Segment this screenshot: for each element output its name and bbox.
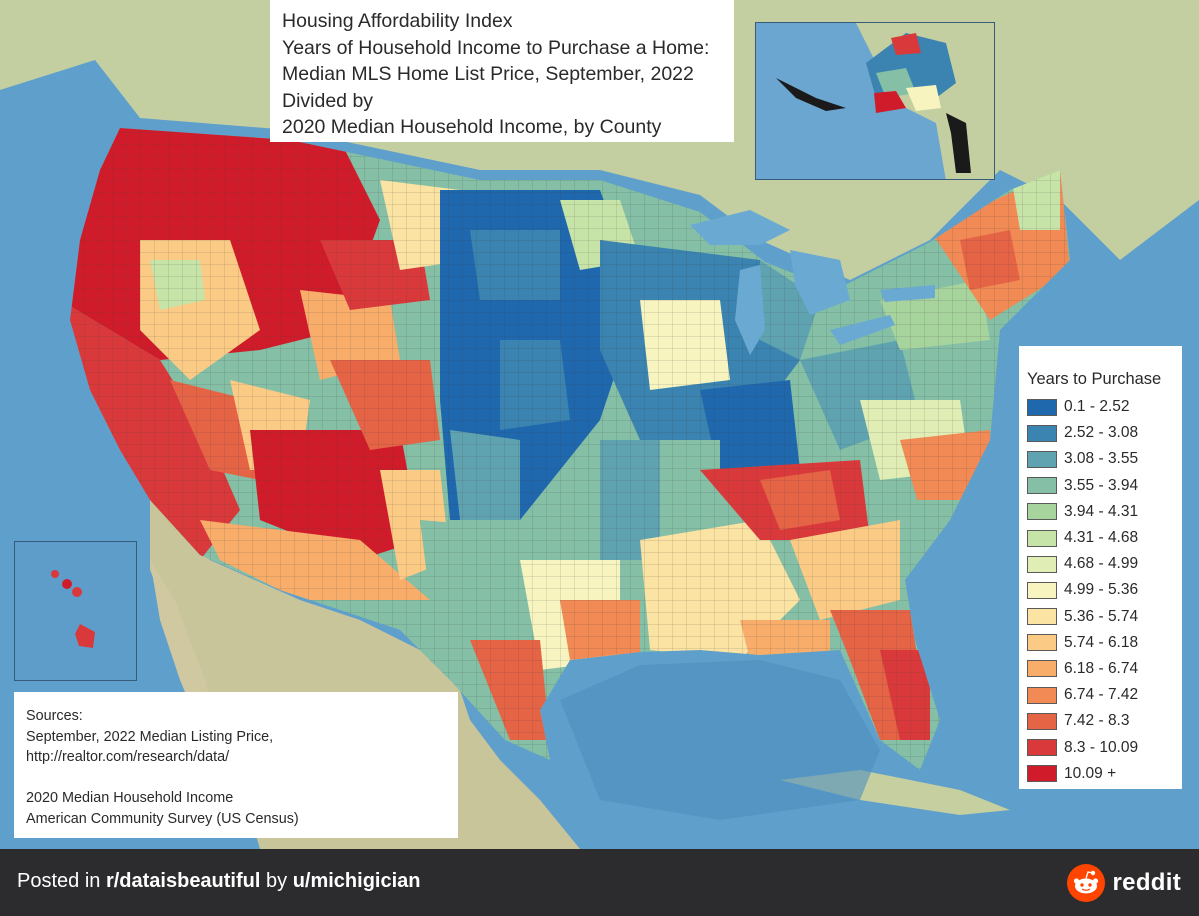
- sources-line: 2020 Median Household Income: [26, 790, 234, 806]
- legend-item: 4.99 - 5.36: [1027, 577, 1174, 603]
- sources-spacer: [26, 768, 446, 789]
- posted-in-label: Posted in: [17, 870, 106, 892]
- legend-swatch: [1027, 634, 1057, 652]
- by-label: by: [260, 870, 293, 892]
- legend-swatch: [1027, 503, 1057, 521]
- legend-label: 10.09 +: [1064, 764, 1117, 782]
- legend-title: Years to Purchase: [1027, 370, 1162, 388]
- legend-swatch: [1027, 477, 1057, 495]
- title-line-2: Years of Household Income to Purchase a …: [282, 36, 710, 59]
- legend-label: 6.74 - 7.42: [1064, 686, 1139, 704]
- legend-swatch: [1027, 450, 1057, 468]
- sources-line: September, 2022 Median Listing Price,: [26, 728, 274, 745]
- legend-label: 2.52 - 3.08: [1064, 424, 1139, 442]
- lake-erie: [830, 315, 895, 345]
- legend-item: 7.42 - 8.3: [1027, 708, 1174, 734]
- legend-item: 4.31 - 4.68: [1027, 525, 1174, 551]
- legend-item: 6.74 - 7.42: [1027, 682, 1174, 708]
- legend-swatch: [1027, 686, 1057, 704]
- legend-label: 6.18 - 6.74: [1064, 659, 1139, 677]
- title-line-3: Median MLS Home List Price, September, 2…: [282, 63, 694, 85]
- legend-item: 2.52 - 3.08: [1027, 420, 1174, 446]
- gulf-of-mexico: [560, 660, 880, 820]
- title-line-5: 2020 Median Household Income, by County: [282, 116, 662, 138]
- legend-item: 3.08 - 3.55: [1027, 446, 1174, 472]
- lake-michigan: [735, 265, 765, 355]
- legend-swatch: [1027, 739, 1057, 757]
- legend-label: 7.42 - 8.3: [1064, 712, 1130, 730]
- title-line-4: Divided by: [282, 89, 374, 112]
- legend-item: 3.94 - 4.31: [1027, 499, 1174, 525]
- reddit-brand[interactable]: reddit: [1066, 864, 1181, 902]
- legend-item: 0.1 - 2.52: [1027, 394, 1174, 420]
- user-link[interactable]: u/michigician: [292, 870, 421, 892]
- legend-swatch: [1027, 765, 1057, 783]
- legend-label: 5.36 - 5.74: [1064, 607, 1139, 625]
- lake-ontario: [880, 285, 935, 302]
- legend-swatch: [1027, 555, 1057, 573]
- legend-label: 8.3 - 10.09: [1064, 738, 1139, 756]
- alaska-inset: [755, 22, 995, 180]
- legend-label: 0.1 - 2.52: [1064, 398, 1130, 416]
- legend-item: 6.18 - 6.74: [1027, 656, 1174, 682]
- sources-line: American Community Survey (US Census): [26, 810, 299, 827]
- legend-label: 5.74 - 6.18: [1064, 633, 1139, 651]
- sources-line: Sources:: [26, 708, 83, 724]
- legend-label: 3.55 - 3.94: [1064, 476, 1139, 494]
- legend-item: 5.74 - 6.18: [1027, 630, 1174, 656]
- map-legend: Years to Purchase 0.1 - 2.52 2.52 - 3.08…: [1019, 346, 1182, 789]
- legend-label: 3.94 - 4.31: [1064, 502, 1139, 520]
- title-line-1: Housing Affordability Index: [282, 10, 513, 32]
- legend-label: 4.68 - 4.99: [1064, 555, 1139, 573]
- sources-box: Sources: September, 2022 Median Listing …: [14, 692, 458, 838]
- legend-swatch: [1027, 424, 1057, 442]
- reddit-snoo-icon: [1066, 864, 1105, 902]
- legend-item: 4.68 - 4.99: [1027, 551, 1174, 577]
- legend-swatch: [1027, 712, 1057, 730]
- legend-swatch: [1027, 398, 1057, 416]
- legend-item: 3.55 - 3.94: [1027, 473, 1174, 499]
- sources-link[interactable]: http://realtor.com/research/data/: [26, 749, 230, 765]
- legend-item: 10.09 +: [1027, 761, 1174, 787]
- legend-swatch: [1027, 660, 1057, 678]
- legend-label: 4.99 - 5.36: [1064, 581, 1139, 599]
- legend-item: 5.36 - 5.74: [1027, 604, 1174, 630]
- legend-swatch: [1027, 529, 1057, 547]
- lake-superior: [690, 210, 790, 245]
- legend-swatch: [1027, 608, 1057, 626]
- legend-label: 3.08 - 3.55: [1064, 450, 1139, 468]
- post-attribution: Posted in r/dataisbeautiful by u/michigi…: [17, 870, 421, 893]
- alaska-inset-map: [776, 23, 994, 179]
- reddit-wordmark: reddit: [1112, 869, 1181, 896]
- legend-item: 8.3 - 10.09: [1027, 734, 1174, 760]
- lake-huron: [790, 250, 850, 315]
- reddit-footer: Posted in r/dataisbeautiful by u/michigi…: [0, 849, 1199, 916]
- subreddit-link[interactable]: r/dataisbeautiful: [105, 870, 261, 892]
- hawaii-inset: [14, 541, 137, 681]
- map-title-box: Housing Affordability Index Years of Hou…: [270, 0, 734, 142]
- hawaii-inset-map: [51, 570, 95, 648]
- legend-label: 4.31 - 4.68: [1064, 529, 1139, 547]
- legend-swatch: [1027, 581, 1057, 599]
